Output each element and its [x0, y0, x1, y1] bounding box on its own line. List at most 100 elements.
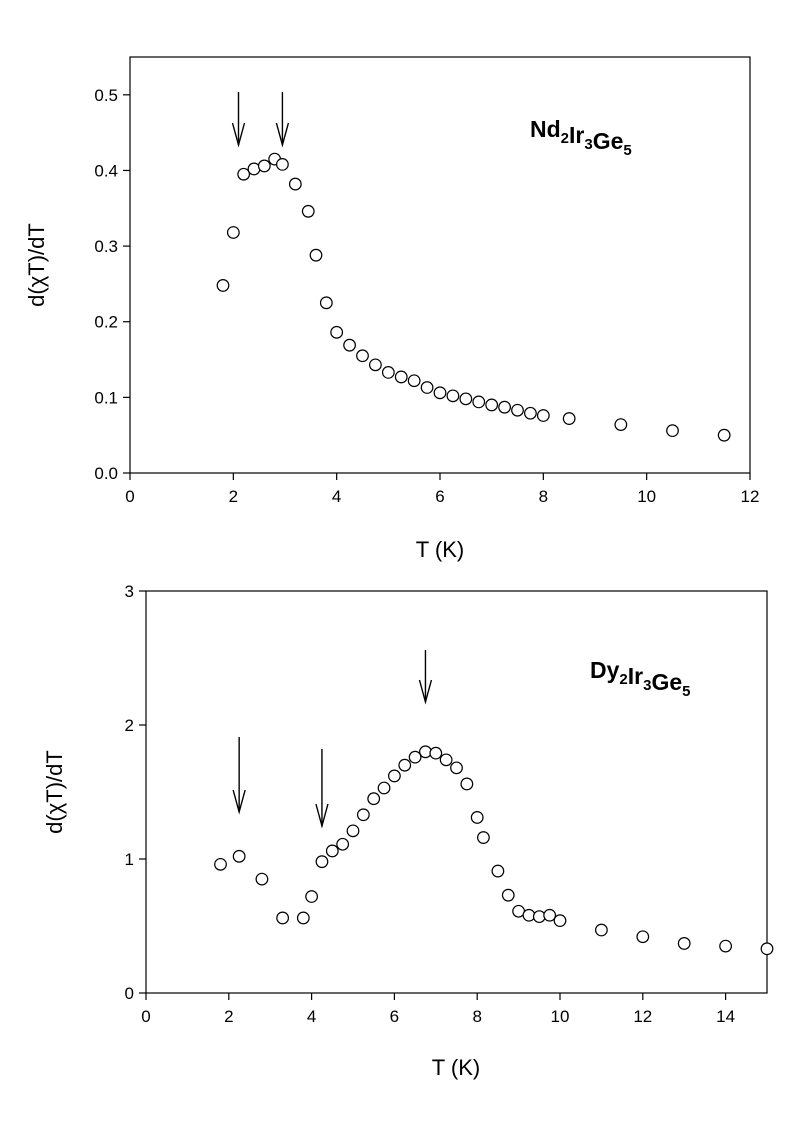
data-point [367, 792, 381, 806]
data-point [433, 386, 447, 400]
data-points [216, 152, 731, 442]
data-point [419, 745, 432, 759]
data-point [343, 338, 356, 352]
compound-label: Nd2Ir3Ge5 [530, 116, 632, 159]
data-point [501, 888, 515, 902]
y-tick-label: 2 [125, 716, 134, 735]
transition-arrow [232, 737, 246, 815]
data-point [276, 158, 289, 171]
x-tick-label: 2 [229, 487, 238, 506]
x-tick-label: 8 [539, 487, 548, 506]
data-point [356, 349, 369, 363]
chart-panel-nd2ir3ge5: 0 2 4 6 8 10 12 0.0 0.1 0.2 0.3 0.4 0.5 T (K) d(χT)/… [24, 56, 759, 562]
y-tick-label: 0.0 [94, 464, 118, 483]
data-point [666, 424, 679, 438]
data-point [388, 769, 401, 783]
data-point [472, 395, 486, 409]
y-tick-label: 1 [125, 850, 134, 869]
plot-frame [145, 590, 768, 994]
data-point [717, 428, 731, 442]
y-tick-label: 0.4 [94, 161, 118, 180]
transition-arrows [231, 92, 290, 148]
data-point [420, 381, 434, 394]
data-point [257, 159, 271, 173]
transition-arrows [232, 650, 433, 829]
y-tick-label: 0 [125, 984, 134, 1003]
data-point [330, 325, 344, 339]
data-point [325, 844, 339, 858]
data-point [536, 409, 550, 422]
data-point [407, 374, 421, 388]
data-point [369, 358, 382, 372]
data-point [719, 939, 732, 953]
data-point [394, 370, 408, 384]
data-point [614, 418, 628, 431]
data-point [381, 366, 395, 379]
x-tick-label: 12 [633, 1007, 652, 1026]
axis-ticks: 0 2 4 6 8 10 12 0.0 0.1 0.2 0.3 0.4 0.5 [94, 86, 759, 506]
x-tick-label: 2 [224, 1007, 233, 1026]
data-points [214, 745, 774, 956]
y-axis-label: d(χT)/dT [42, 750, 67, 834]
data-point [470, 811, 484, 824]
data-point [226, 226, 240, 239]
x-tick-label: 8 [472, 1007, 481, 1026]
data-point [760, 942, 774, 956]
data-point [477, 831, 490, 844]
plot-frame [129, 56, 751, 474]
data-point [460, 777, 474, 791]
data-point [498, 400, 511, 414]
y-tick-label: 0.1 [94, 388, 118, 407]
x-axis-label: T (K) [416, 537, 464, 562]
data-point [288, 177, 302, 191]
y-tick-label: 0.3 [94, 237, 118, 256]
data-point [446, 389, 460, 403]
y-tick-label: 0.5 [94, 86, 118, 105]
data-point [336, 837, 350, 851]
data-point [524, 406, 537, 420]
data-point [491, 864, 505, 878]
y-tick-label: 0.2 [94, 313, 118, 332]
data-point [511, 403, 524, 417]
data-point [356, 808, 370, 822]
data-point [232, 849, 246, 863]
data-point [398, 758, 412, 772]
data-point [319, 296, 333, 310]
data-point [532, 910, 546, 924]
data-point [636, 930, 650, 944]
transition-arrow [418, 650, 433, 705]
x-tick-label: 4 [307, 1007, 316, 1026]
data-point [377, 781, 391, 795]
x-tick-label: 4 [332, 487, 341, 506]
x-tick-label: 0 [141, 1007, 150, 1026]
data-point [595, 923, 608, 937]
compound-label: Dy2Ir3Ge5 [590, 657, 690, 700]
x-tick-label: 10 [551, 1007, 570, 1026]
data-point [296, 911, 310, 925]
x-axis-label: T (K) [432, 1055, 480, 1080]
data-point [485, 398, 499, 412]
x-tick-label: 10 [637, 487, 656, 506]
x-tick-label: 12 [741, 487, 760, 506]
y-tick-label: 3 [125, 582, 134, 601]
data-point [305, 890, 319, 903]
data-point [677, 937, 691, 950]
data-point [459, 392, 473, 406]
data-point [450, 761, 463, 775]
data-point [346, 824, 360, 838]
transition-arrow [231, 92, 246, 148]
x-tick-label: 6 [435, 487, 444, 506]
data-point [553, 914, 567, 928]
data-point [429, 746, 443, 760]
data-point [562, 412, 576, 425]
data-point [255, 872, 269, 886]
transition-arrow [315, 749, 329, 829]
x-tick-label: 0 [125, 487, 134, 506]
data-point [214, 857, 227, 871]
x-tick-label: 6 [390, 1007, 399, 1026]
data-point [276, 911, 290, 925]
data-point [522, 908, 536, 922]
